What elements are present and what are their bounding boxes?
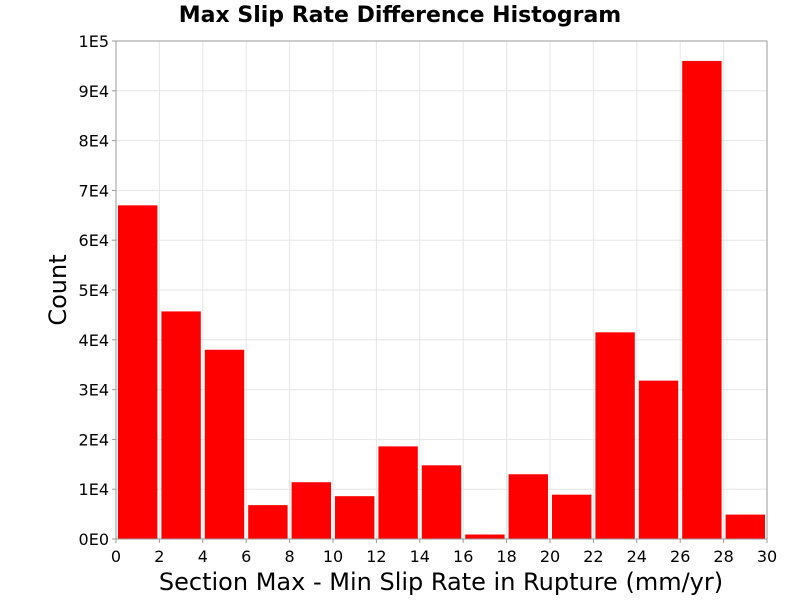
y-axis-title: Count [44,254,72,325]
histogram-bar [682,60,722,540]
y-tick-label: 2E4 [79,430,109,449]
x-tick-label: 8 [285,547,295,566]
histogram-bar [248,505,288,539]
y-tick-label: 0E0 [79,530,109,549]
y-tick-label: 1E5 [79,32,109,51]
y-tick-label: 1E4 [79,480,109,499]
x-tick-label: 4 [198,547,208,566]
x-tick-label: 18 [496,547,516,566]
x-tick-label: 0 [111,547,121,566]
histogram-bar [291,482,331,539]
histogram-bar [465,534,505,539]
y-tick-label: 3E4 [79,381,109,400]
histogram-bar [725,514,765,539]
histogram-bar [118,205,158,539]
histogram-bar [421,465,462,539]
x-tick-label: 24 [627,547,647,566]
histogram-bar [378,446,418,539]
histogram-bar [595,332,635,539]
histogram-bar [508,474,548,539]
bars-layer [118,60,765,540]
x-tick-label: 6 [241,547,251,566]
x-tick-label: 30 [757,547,777,566]
x-tick-label: 22 [583,547,603,566]
y-tick-label: 4E4 [79,331,109,350]
x-tick-label: 16 [453,547,473,566]
y-tick-label: 7E4 [79,181,109,200]
y-ticks-layer: 0E0 1E4 2E4 3E4 4E4 5E4 6E4 7E4 8E4 9E4 1E5 [79,32,116,549]
x-tick-label: 10 [323,547,343,566]
x-tick-label: 26 [670,547,690,566]
y-tick-label: 5E4 [79,281,109,300]
x-tick-label: 28 [713,547,733,566]
x-tick-label: 2 [154,547,164,566]
histogram-bar [204,349,245,539]
histogram-bar [552,494,592,539]
x-tick-label: 14 [410,547,430,566]
histogram-bar [335,496,375,539]
y-tick-label: 8E4 [79,132,109,151]
x-ticks-layer: 0 2 4 6 8 10 12 14 16 18 20 22 24 26 28 30 [111,539,777,566]
y-tick-label: 9E4 [79,82,109,101]
x-tick-label: 20 [540,547,560,566]
histogram-bar [638,380,679,539]
y-tick-label: 6E4 [79,231,109,250]
x-axis-title: Section Max - Min Slip Rate in Rupture (… [159,568,723,596]
x-tick-label: 12 [366,547,386,566]
histogram-bar [161,311,201,539]
chart-title: Max Slip Rate Difference Histogram [179,3,621,28]
